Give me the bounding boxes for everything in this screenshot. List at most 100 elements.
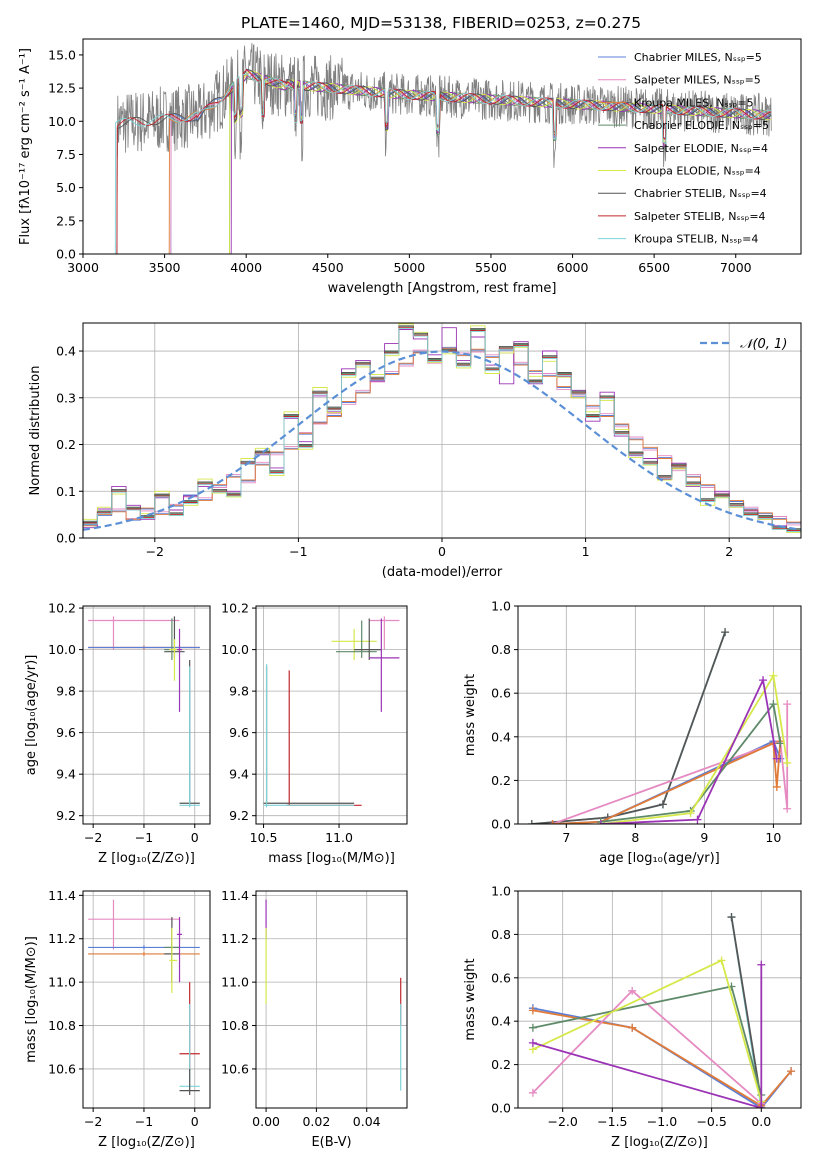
y-tick-label: 9.2 [229, 808, 249, 823]
data-point [169, 927, 177, 993]
axes-frame [517, 890, 802, 1109]
y-axis-label: age [log₁₀(age/yr)] [24, 655, 39, 776]
x-axis-label: age [log₁₀(age/yr)] [599, 851, 720, 866]
y-tick-label: 0.3 [56, 390, 76, 405]
weight-series [596, 700, 785, 824]
weight-marker [721, 628, 730, 637]
weight-series [527, 628, 730, 824]
y-tick-label: 10.0 [48, 114, 76, 129]
model-spectrum-line [230, 73, 772, 254]
legend-entry: Salpeter MILES, Nₛₛₚ=5 [634, 74, 761, 87]
data-point [176, 917, 183, 983]
normal-curve [83, 350, 801, 531]
weight-series [528, 956, 766, 1106]
y-tick-label: 9.6 [229, 725, 249, 740]
x-tick-label: 11.0 [325, 830, 353, 845]
x-tick-label: 0 [191, 830, 199, 845]
model-spectrum-line [116, 69, 772, 254]
x-tick-label: 5000 [393, 260, 425, 275]
weight-marker [772, 754, 781, 763]
x-tick-label: 10 [765, 830, 781, 845]
data-point [88, 616, 180, 650]
data-point [88, 945, 200, 950]
x-tick-label: 9 [700, 830, 708, 845]
axes-frame [255, 890, 408, 1109]
weight-marker [528, 1038, 537, 1047]
y-axis-label: Flux [fλ10⁻¹⁷ erg cm⁻² s⁻¹ A⁻¹] [18, 48, 33, 245]
y-tick-label: 2.5 [56, 213, 76, 228]
x-tick-label: 0.02 [302, 1114, 330, 1129]
x-tick-label: 3500 [149, 260, 181, 275]
y-axis-label: mass weight [463, 674, 478, 756]
y-tick-label: 10.0 [48, 642, 76, 657]
weight-marker [528, 1023, 537, 1032]
y-tick-label: 11.4 [221, 888, 249, 903]
y-tick-label: 0.4 [56, 344, 76, 359]
x-tick-label: 7 [562, 830, 570, 845]
data-point [263, 666, 355, 806]
model-spectrum-line [114, 72, 772, 254]
data-point [176, 628, 183, 712]
weight-line [532, 1009, 792, 1107]
y-tick-label: 0.6 [491, 686, 511, 701]
legend-entry: 𝒩(0, 1) [740, 337, 787, 352]
weight-marker [776, 739, 785, 748]
plot-area-6 [83, 891, 210, 1108]
weight-line [600, 701, 782, 823]
panel-5: 7 8 9 10 0.0 0.2 0.4 0.6 0.8 1.0 age [log₁₀(age/yr… [463, 599, 802, 866]
plot-area-1 [114, 42, 772, 254]
y-tick-label: 10.2 [221, 601, 249, 616]
weight-marker [757, 1104, 766, 1108]
weight-series [727, 913, 766, 1106]
y-tick-label: 10.8 [221, 1018, 249, 1033]
legend-entry: Chabrier MILES, Nₛₛₚ=5 [634, 51, 762, 64]
weight-series [596, 676, 781, 824]
weight-marker [628, 986, 637, 995]
histogram-series [83, 328, 801, 538]
x-tick-label: 0.0 [751, 1114, 771, 1129]
data-point [354, 618, 382, 660]
plot-area-2 [83, 323, 801, 538]
y-tick-label: 9.8 [56, 684, 76, 699]
y-axis-label: mass weight [463, 958, 478, 1040]
x-tick-label: 10.5 [250, 830, 278, 845]
weight-marker [783, 758, 792, 767]
plot-area-4 [256, 606, 407, 824]
weight-marker [528, 1006, 537, 1015]
y-tick-label: 0.6 [491, 970, 511, 985]
x-tick-label: −2 [84, 1114, 102, 1129]
x-tick-label: −1.0 [647, 1114, 677, 1129]
plot-area-8 [518, 891, 801, 1108]
y-tick-label: 9.4 [56, 767, 76, 782]
axes-frame [82, 38, 802, 255]
panel-4: 10.5 11.0 9.2 9.4 9.6 9.8 10.0 10.2 mass [log₁₀(… [221, 601, 408, 866]
weight-marker [527, 820, 536, 824]
weight-marker [658, 800, 667, 809]
panel-3: −2 −1 0 9.2 9.4 9.6 9.8 10.0 10.2 Z [log₁₀(Z/Z⊙)]… [24, 601, 211, 866]
y-axis-label: Normed distribution [28, 366, 43, 496]
x-axis-label: wavelength [Angstrom, rest frame] [328, 281, 557, 296]
y-tick-label: 0.0 [491, 1101, 511, 1116]
weight-line [730, 916, 763, 1102]
data-point [179, 1068, 200, 1095]
weight-marker [783, 700, 792, 709]
weight-series [528, 982, 766, 1099]
spectrum-title: PLATE=1460, MJD=53138, FIBERID=0253, z=0… [241, 14, 641, 32]
legend-entry: Kroupa MILES, Nₛₛₚ=5 [634, 96, 754, 109]
panel-6: −2 −1 0 10.6 10.8 11.0 11.2 11.4 Z [log₁₀(Z/Z⊙)]… [24, 888, 211, 1150]
data-point [331, 628, 377, 660]
weight-line [600, 677, 778, 824]
data-point [369, 618, 400, 712]
x-tick-label: 6500 [638, 260, 670, 275]
y-tick-label: 0.0 [56, 247, 76, 262]
y-tick-label: 0.4 [491, 729, 511, 744]
weight-marker [686, 809, 695, 818]
legend-entry: Chabrier ELODIE, Nₛₛₚ=5 [634, 119, 769, 132]
legend-entry: Salpeter ELODIE, Nₛₛₚ=4 [634, 142, 768, 155]
y-tick-label: 10.8 [48, 1018, 76, 1033]
data-point [179, 666, 200, 808]
y-tick-label: 10.6 [48, 1061, 76, 1076]
y-tick-label: 10.6 [221, 1061, 249, 1076]
weight-series [528, 960, 766, 1108]
